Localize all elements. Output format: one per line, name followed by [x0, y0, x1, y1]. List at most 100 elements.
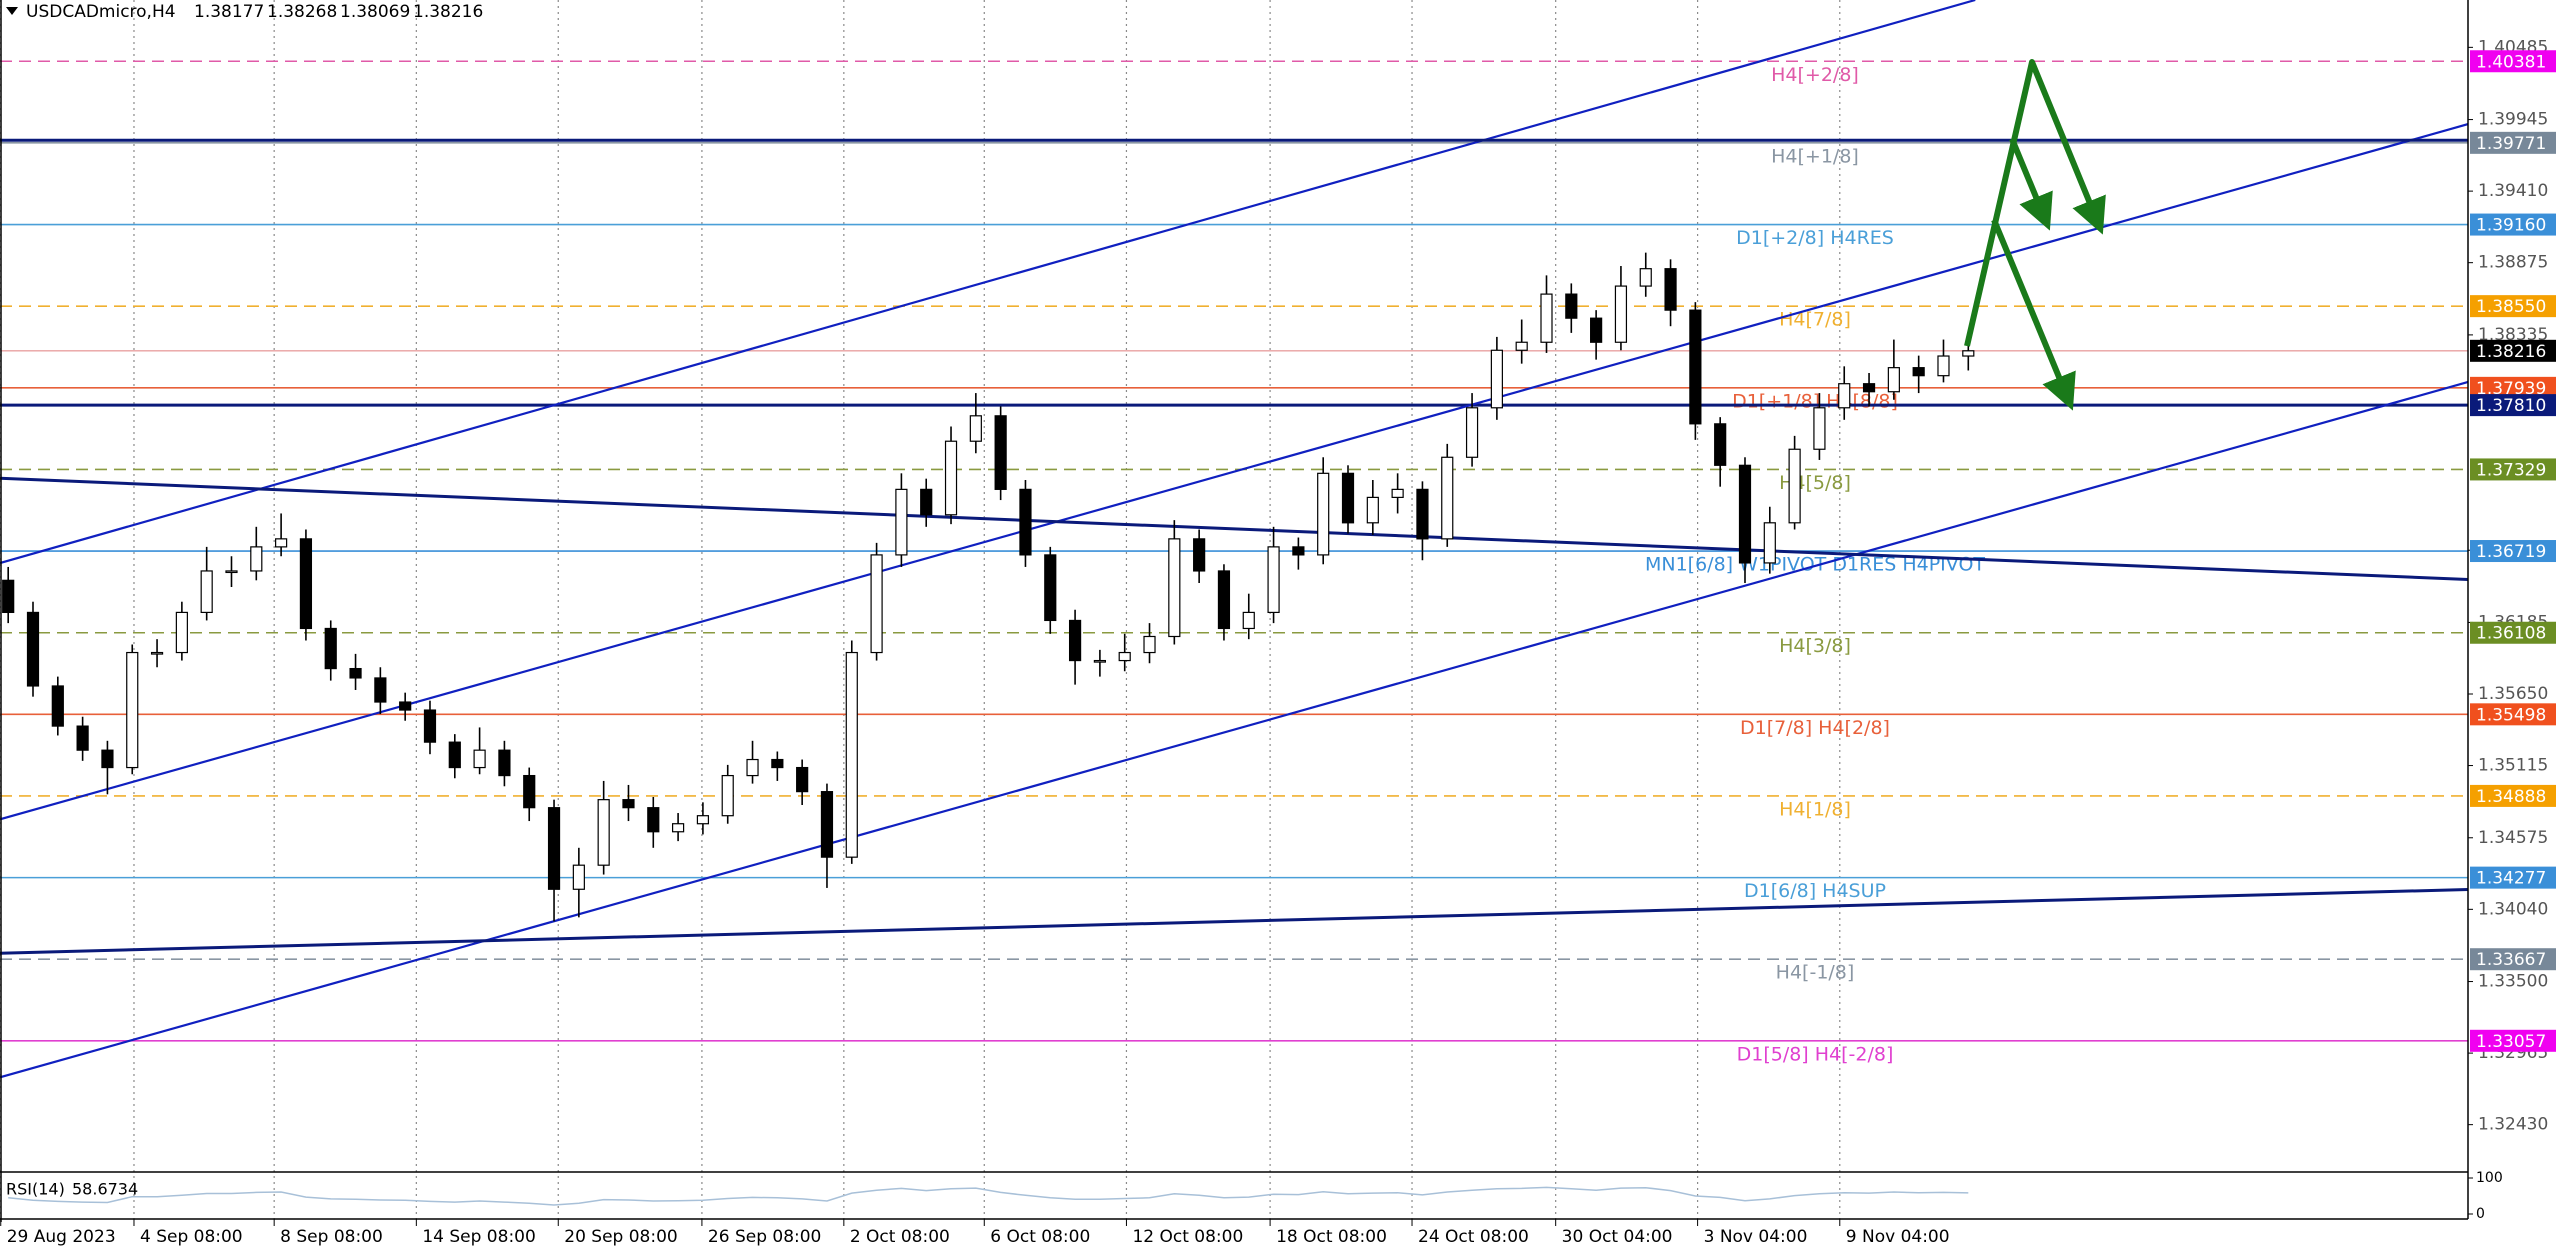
candle-body: [1019, 488, 1032, 556]
price-badge-label: 1.33057: [2476, 1032, 2546, 1052]
price-badge-label: 1.40381: [2476, 52, 2546, 72]
y-tick-label: 1.35115: [2478, 756, 2548, 776]
candle-body: [1317, 472, 1330, 556]
y-tick-label: 1.32430: [2478, 1115, 2548, 1135]
candle-body: [895, 488, 908, 556]
level-label: D1[+1/8] H4[8/8]: [1732, 390, 1898, 412]
candle-body: [1366, 496, 1379, 524]
candle-body: [1614, 285, 1628, 343]
candle-body: [622, 799, 635, 809]
candle-body: [1788, 448, 1801, 524]
candle-body: [944, 440, 958, 516]
candle-body: [1515, 341, 1528, 351]
current-price-badge: [2470, 339, 2556, 362]
rsi-tick-label: 0: [2476, 1206, 2485, 1222]
candle-body: [870, 554, 883, 654]
trendline: [0, 476, 2468, 582]
candle-body: [796, 766, 809, 793]
candle-body: [1416, 488, 1429, 540]
trendlines-layer: [0, 0, 2468, 1079]
price-badge: [2470, 213, 2556, 236]
candle-body: [498, 749, 511, 777]
forecast-arrows: [1964, 59, 2106, 411]
candle-body: [51, 685, 64, 727]
forecast-arrow: [1964, 59, 2106, 347]
price-badge-label: 1.38550: [2476, 297, 2546, 317]
level-label: H4[3/8]: [1779, 635, 1851, 657]
menu-triangle: [6, 7, 18, 15]
price-badge: [2470, 948, 2556, 971]
y-tick-label: 1.38875: [2478, 253, 2548, 273]
candle-body: [1168, 538, 1181, 638]
candle-body: [1590, 317, 1603, 343]
header-high: 1.38268: [267, 2, 337, 22]
candle-body: [671, 823, 685, 833]
candle-body: [1937, 355, 1950, 377]
rsi-value: 58.6734: [72, 1180, 138, 1199]
candle-body: [1738, 464, 1752, 564]
trendline: [0, 380, 2468, 1079]
x-tick-label: 14 Sep 08:00: [422, 1227, 535, 1247]
candle-body: [994, 415, 1007, 490]
level-label: H4[1/8]: [1779, 798, 1851, 820]
price-badge: [2470, 540, 2556, 563]
candle-body: [126, 651, 139, 769]
price-badge-label: 1.39771: [2476, 134, 2546, 154]
candle-body: [920, 488, 933, 516]
candle-body: [1391, 488, 1404, 498]
forecast-arrow: [2009, 137, 2053, 231]
price-badge: [2470, 703, 2556, 726]
x-tick-label: 18 Oct 08:00: [1276, 1227, 1387, 1247]
candle-body: [1639, 268, 1652, 287]
candles-layer: [2, 252, 1975, 922]
candle-body: [1093, 659, 1106, 663]
chart-title: USDCADmicro,H4: [26, 2, 176, 22]
candle-body: [1763, 522, 1776, 564]
price-badge-label: 1.34277: [2476, 869, 2546, 889]
price-badge-label: 1.35498: [2476, 705, 2546, 725]
candle-body: [76, 725, 89, 751]
rsi-name: RSI(14): [6, 1180, 65, 1199]
candle-body: [1242, 611, 1255, 630]
header-open: 1.38177: [194, 2, 264, 22]
candle-body: [1465, 407, 1479, 458]
y-tick-label: 1.39945: [2478, 110, 2548, 130]
x-tick-label: 24 Oct 08:00: [1418, 1227, 1529, 1247]
candle-body: [523, 774, 536, 809]
candle-body: [771, 758, 784, 769]
candle-body: [1813, 407, 1826, 450]
candle-body: [1118, 651, 1131, 662]
candle-body: [746, 758, 759, 777]
y-tick-label: 1.39410: [2478, 181, 2548, 201]
candle-body: [324, 627, 337, 670]
level-label: MN1[6/8] W1PIVOT D1RES H4PIVOT: [1645, 554, 1985, 576]
candle-body: [1912, 367, 1925, 377]
price-badge: [2470, 621, 2556, 644]
candle-body: [1887, 367, 1900, 393]
rsi-tick-label: 100: [2476, 1170, 2503, 1186]
candle-body: [1292, 546, 1305, 556]
price-badge-label: 1.37939: [2476, 379, 2546, 399]
price-badge-label: 1.37810: [2476, 396, 2546, 416]
level-label: H4[+2/8]: [1771, 64, 1859, 86]
x-tick-label: 8 Sep 08:00: [280, 1227, 383, 1247]
x-tick-label: 9 Nov 04:00: [1846, 1227, 1950, 1247]
x-tick-label: 12 Oct 08:00: [1132, 1227, 1243, 1247]
axis-layer: 29 Aug 2023 4 Sep 08:00 8 Sep 08:00 14 Sep …: [0, 37, 2556, 1247]
price-badge: [2470, 458, 2556, 481]
candle-body: [969, 415, 982, 442]
y-tick-label: 1.33500: [2478, 972, 2548, 992]
level-label: D1[5/8] H4[-2/8]: [1737, 1043, 1894, 1065]
level-label: H4[+1/8]: [1771, 145, 1859, 167]
x-tick-label: 26 Sep 08:00: [708, 1227, 821, 1247]
level-label: D1[7/8] H4[2/8]: [1740, 717, 1890, 739]
candle-body: [399, 701, 412, 711]
level-label: H4[7/8]: [1779, 309, 1851, 331]
trendline: [0, 123, 2468, 821]
candle-body: [1267, 546, 1280, 614]
x-tick-label: 30 Oct 04:00: [1562, 1227, 1673, 1247]
candle-body: [250, 546, 263, 572]
candle-body: [597, 799, 610, 866]
